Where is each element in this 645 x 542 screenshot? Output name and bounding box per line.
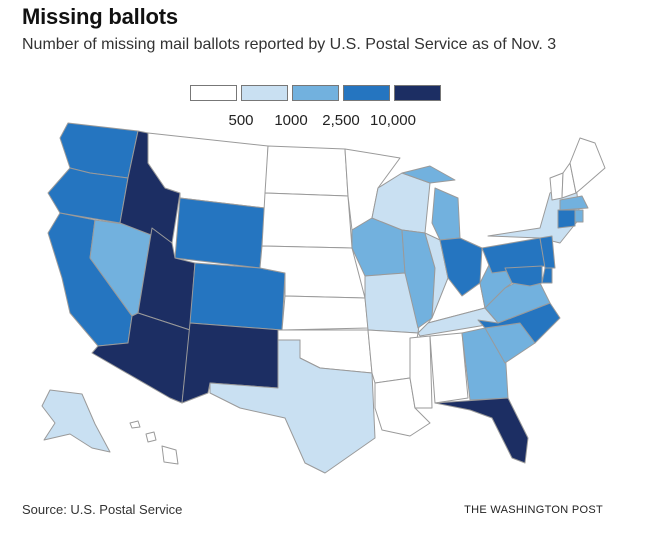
map-title: Missing ballots bbox=[22, 4, 178, 29]
legend-swatch-1 bbox=[190, 85, 237, 101]
state-me bbox=[569, 137, 606, 194]
state-ri bbox=[574, 209, 584, 223]
legend-swatch-3 bbox=[292, 85, 339, 101]
legend-ticks: 500 1000 2,500 10,000 bbox=[0, 112, 645, 132]
legend-swatch-5 bbox=[394, 85, 441, 101]
us-choropleth-map bbox=[41, 122, 606, 474]
source-note: Source: U.S. Postal Service bbox=[22, 502, 183, 517]
legend-tick-10000: 10,000 bbox=[370, 112, 416, 129]
state-ak bbox=[41, 389, 111, 453]
state-de bbox=[541, 267, 553, 284]
state-fl bbox=[434, 397, 529, 464]
state-nd bbox=[264, 145, 349, 197]
state-ms bbox=[409, 335, 433, 409]
legend-swatch-2 bbox=[241, 85, 288, 101]
state-hi bbox=[129, 420, 179, 465]
state-ct bbox=[557, 209, 576, 229]
color-legend bbox=[190, 85, 445, 101]
legend-swatch-4 bbox=[343, 85, 390, 101]
state-co bbox=[189, 262, 286, 331]
state-tx bbox=[209, 339, 376, 474]
state-ma bbox=[559, 195, 589, 211]
legend-tick-2500: 2,500 bbox=[322, 112, 360, 129]
legend-tick-500: 500 bbox=[228, 112, 254, 129]
state-md bbox=[504, 265, 543, 287]
state-vt bbox=[549, 172, 564, 201]
state-wy bbox=[174, 197, 266, 269]
state-nj bbox=[539, 235, 556, 269]
state-sd bbox=[261, 192, 353, 249]
state-ks bbox=[281, 295, 369, 331]
publisher-credit: THE WASHINGTON POST bbox=[464, 504, 603, 516]
legend-tick-1000: 1000 bbox=[274, 112, 308, 129]
map-subtitle: Number of missing mail ballots reported … bbox=[22, 36, 557, 53]
state-al bbox=[429, 332, 469, 404]
